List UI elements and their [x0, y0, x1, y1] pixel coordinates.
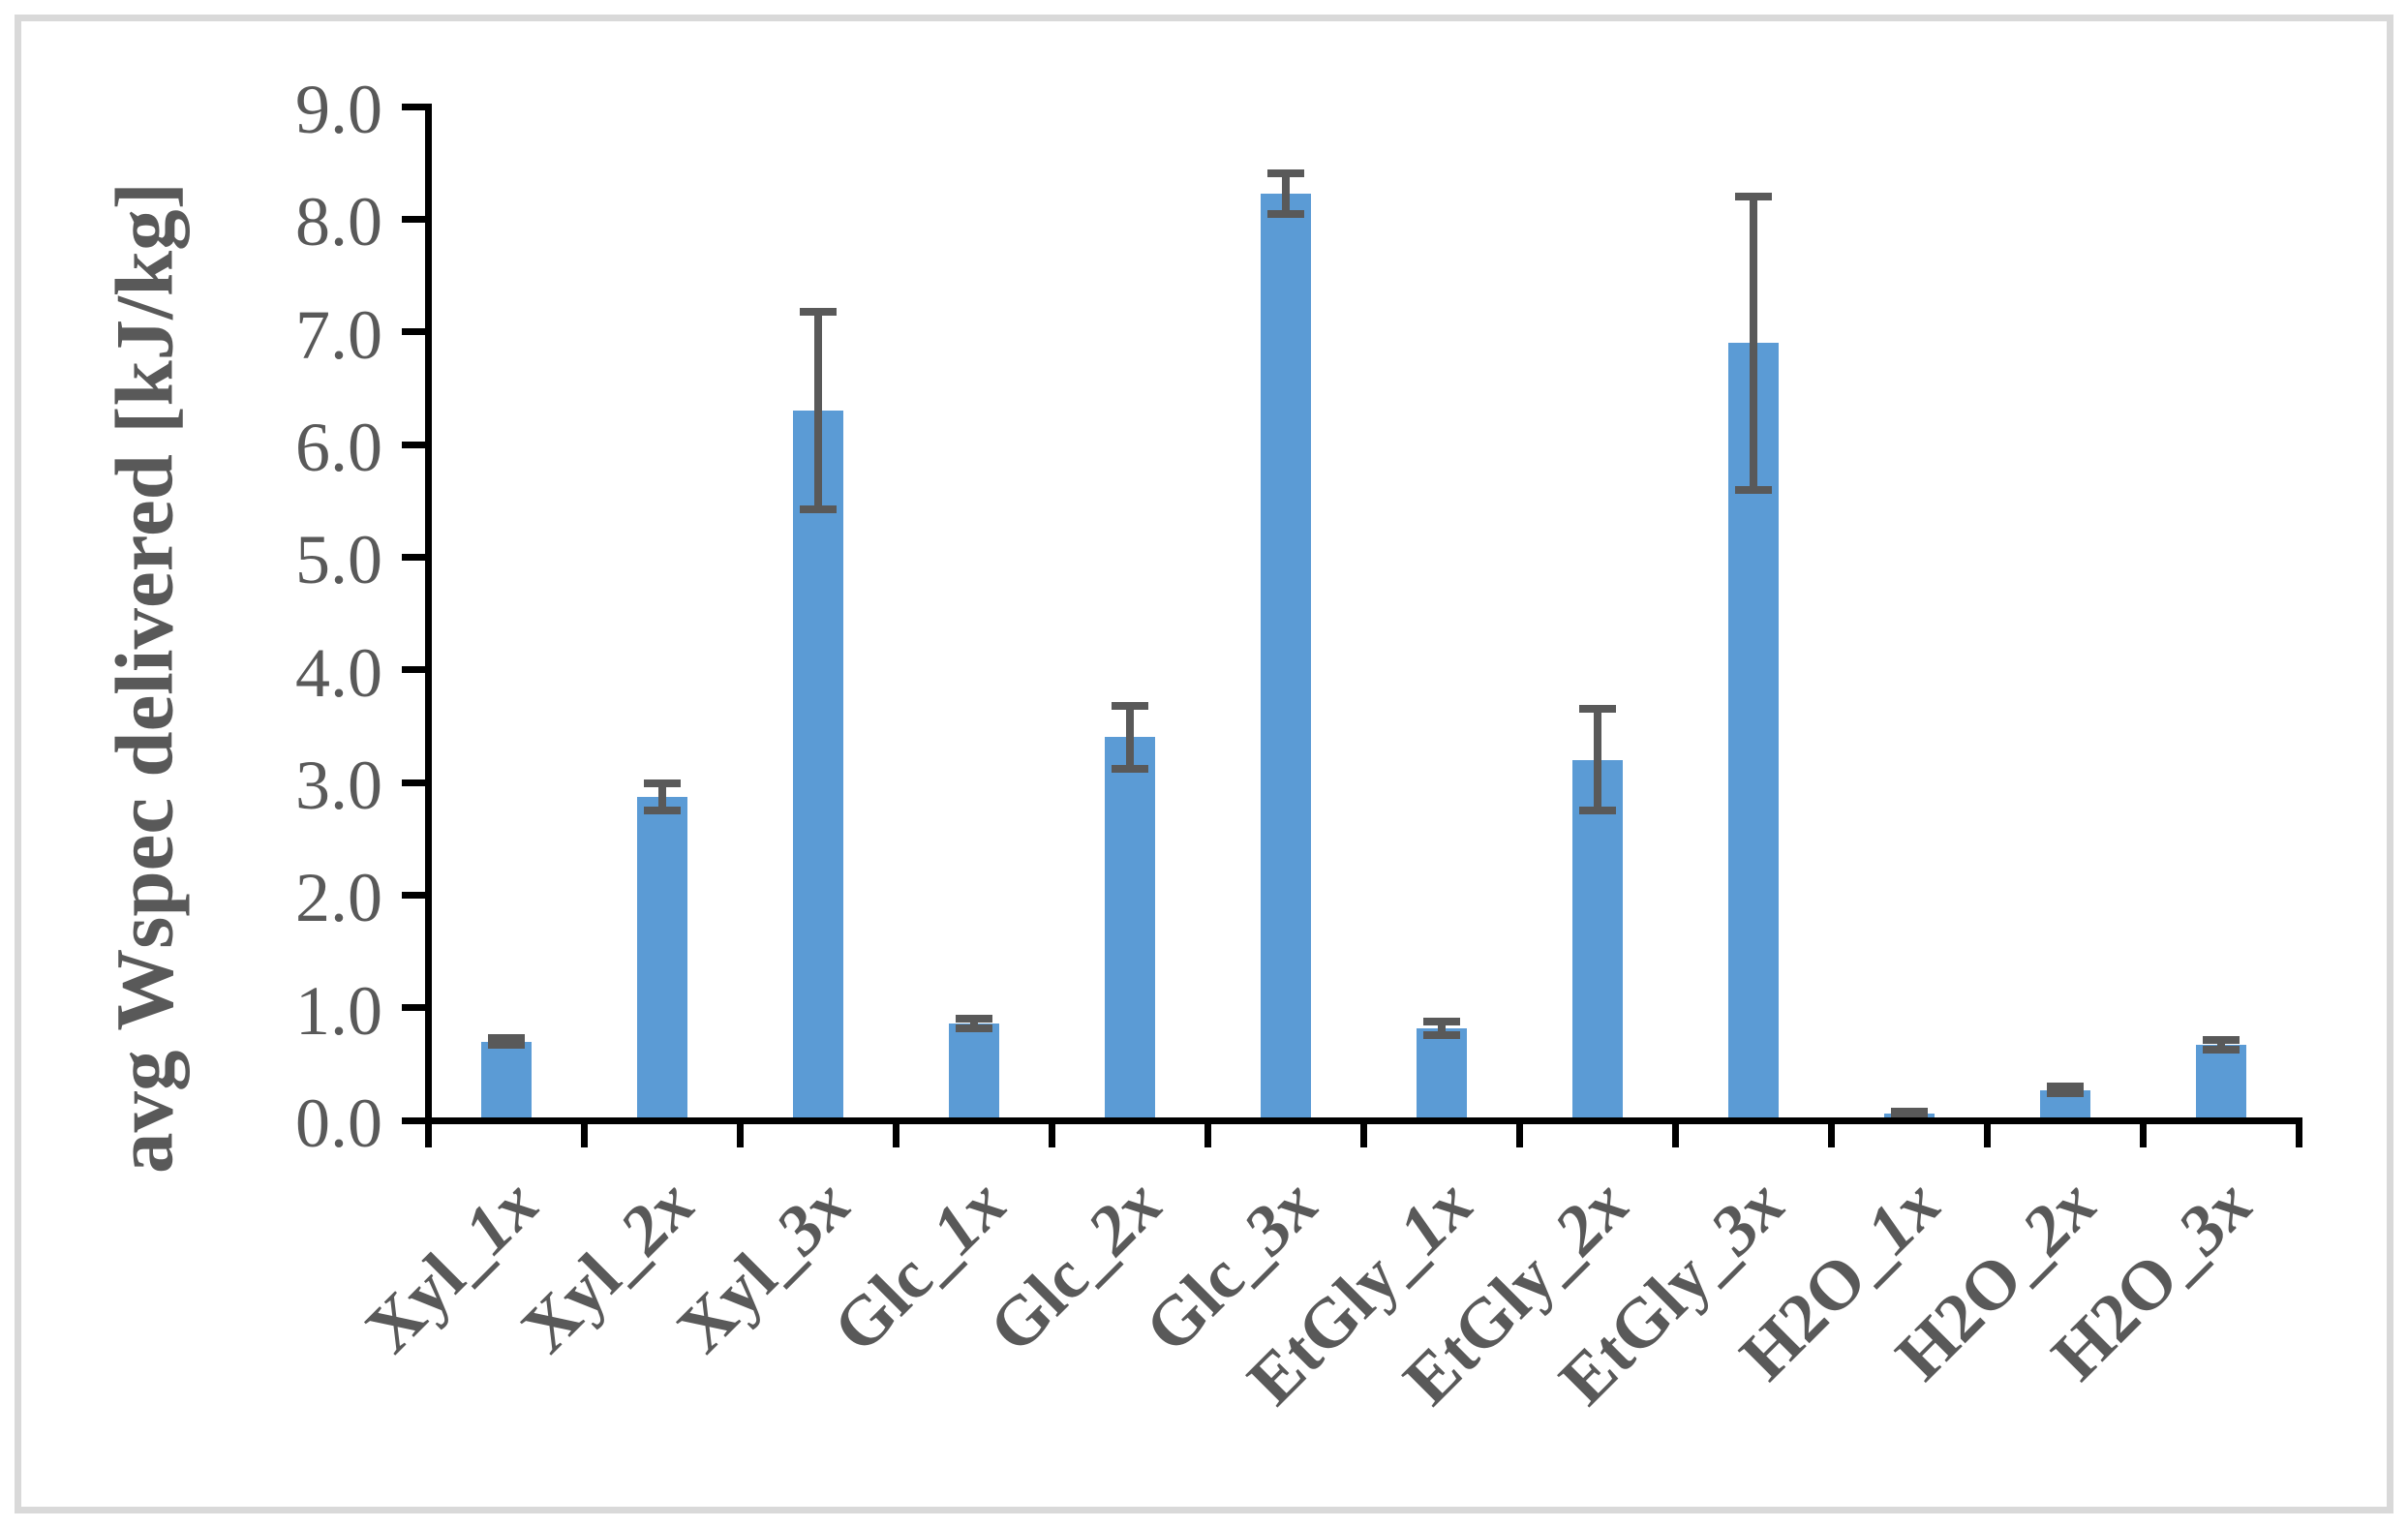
x-axis-tick — [1359, 1120, 1367, 1147]
error-bar-line — [1437, 1021, 1446, 1035]
bar — [636, 797, 687, 1120]
y-axis-tick — [402, 215, 428, 223]
error-bar-cap-top — [1422, 1017, 1460, 1025]
y-axis-tick — [402, 666, 428, 674]
y-axis-tick-label: 9.0 — [295, 71, 382, 148]
x-axis-tick — [580, 1120, 588, 1147]
error-bar-cap-bottom — [1890, 1112, 1928, 1120]
x-axis-tick — [1983, 1120, 1991, 1147]
error-bar-cap-bottom — [955, 1024, 992, 1032]
y-axis-tick-label: 2.0 — [295, 859, 382, 937]
x-axis-tick — [1515, 1120, 1523, 1147]
y-axis-tick — [402, 1004, 428, 1012]
y-axis-tick-label: 6.0 — [295, 409, 382, 486]
error-bar-cap-top — [487, 1034, 525, 1043]
y-axis-tick — [402, 328, 428, 336]
error-bar-line — [1125, 705, 1134, 770]
y-axis-tick — [402, 553, 428, 561]
error-bar-cap-bottom — [1266, 209, 1304, 218]
bar — [1571, 759, 1623, 1120]
error-bar-line — [1593, 709, 1601, 811]
chart-frame-border — [15, 15, 2393, 1513]
y-axis-tick-label: 3.0 — [295, 747, 382, 824]
error-bar-line — [2216, 1040, 2225, 1050]
x-axis-tick — [892, 1120, 899, 1147]
x-axis-tick — [2295, 1120, 2302, 1147]
x-axis-tick — [1671, 1120, 1679, 1147]
bar — [480, 1041, 532, 1120]
error-bar-cap-bottom — [1422, 1030, 1460, 1039]
error-bar-cap-top — [1111, 701, 1148, 710]
y-axis-tick — [402, 1116, 428, 1124]
error-bar-cap-top — [799, 307, 837, 316]
x-axis-line — [424, 1116, 2302, 1124]
x-axis-tick — [2139, 1120, 2147, 1147]
y-axis-tick-label: 1.0 — [295, 971, 382, 1050]
y-axis-title: avg Wspec delivered [kJ/kg] — [99, 182, 191, 1174]
error-bar-cap-top — [1266, 168, 1304, 177]
bar — [1260, 193, 1311, 1120]
y-axis-tick — [402, 891, 428, 899]
error-bar-cap-bottom — [2202, 1045, 2240, 1054]
y-axis-tick-label: 5.0 — [295, 521, 382, 599]
error-bar-cap-top — [955, 1015, 992, 1024]
x-axis-tick — [1827, 1120, 1835, 1147]
bar — [2195, 1045, 2246, 1120]
error-bar-cap-bottom — [2046, 1089, 2084, 1098]
y-axis-tick — [402, 779, 428, 786]
y-axis-tick-label: 4.0 — [295, 633, 382, 712]
error-bar-cap-top — [1734, 193, 1772, 201]
y-axis-tick-label: 7.0 — [295, 295, 382, 374]
x-axis-tick — [1048, 1120, 1055, 1147]
error-bar-line — [1749, 197, 1757, 490]
error-bar-cap-bottom — [799, 505, 837, 514]
error-bar-line — [969, 1019, 978, 1028]
y-axis-tick — [402, 441, 428, 448]
error-bar-cap-bottom — [487, 1041, 525, 1050]
error-bar-cap-bottom — [1734, 485, 1772, 494]
y-axis-tick-label: 0.0 — [295, 1085, 382, 1162]
y-axis-tick — [402, 103, 428, 110]
error-bar-cap-top — [2202, 1036, 2240, 1045]
error-bar-cap-bottom — [1578, 807, 1616, 815]
error-bar-line — [1281, 172, 1290, 214]
x-axis-tick — [1204, 1120, 1211, 1147]
error-bar-cap-top — [1578, 705, 1616, 714]
error-bar-cap-top — [643, 779, 681, 788]
bar — [792, 411, 843, 1120]
error-bar-cap-bottom — [643, 807, 681, 815]
y-axis-tick-label: 8.0 — [295, 183, 382, 261]
error-bar-line — [813, 311, 822, 510]
error-bar-cap-top — [1890, 1107, 1928, 1115]
bar — [948, 1023, 999, 1120]
error-bar-cap-bottom — [1111, 765, 1148, 774]
bar — [1416, 1027, 1467, 1120]
error-bar-line — [657, 783, 666, 811]
error-bar-cap-top — [2046, 1083, 2084, 1091]
y-axis-line — [424, 103, 432, 1147]
bar — [1104, 737, 1155, 1120]
x-axis-tick — [736, 1120, 744, 1147]
